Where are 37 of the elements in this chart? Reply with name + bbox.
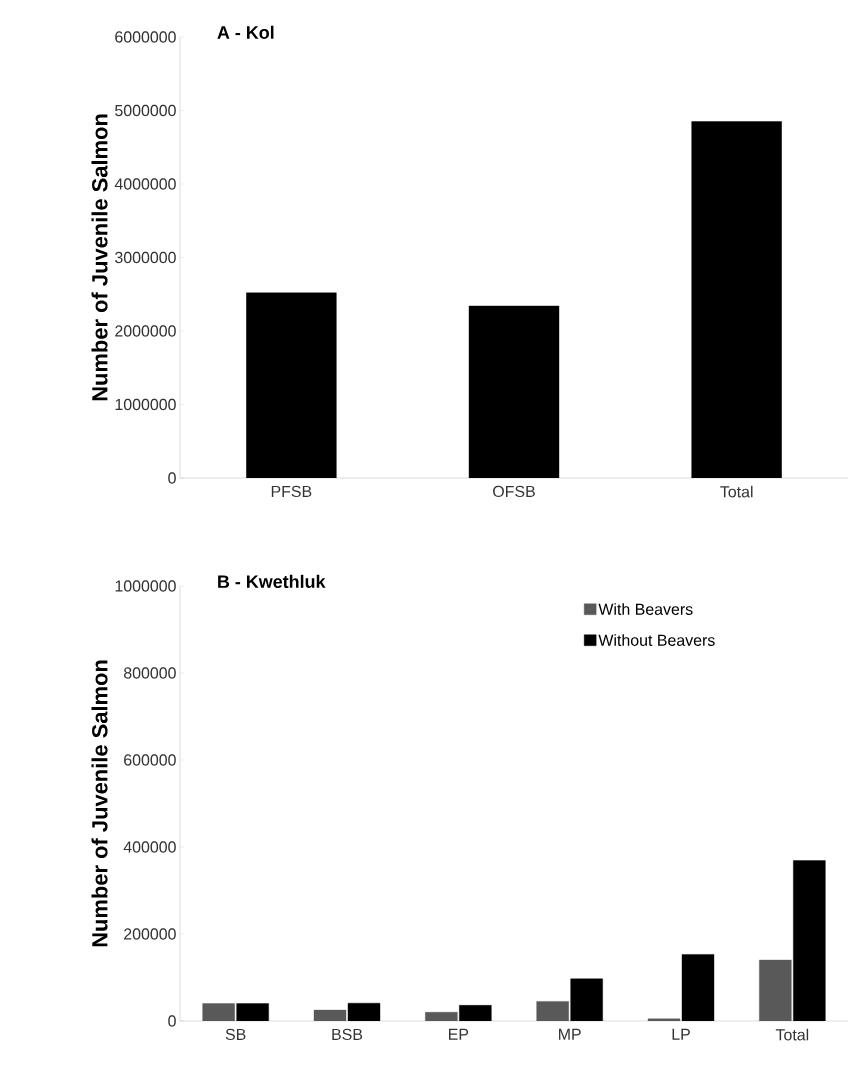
y-axis-title: Number of Juvenile Salmon	[91, 660, 108, 947]
x-tick-label: Total	[720, 485, 753, 498]
y-tick-label: 800000	[123, 667, 176, 679]
y-tick-label: 3000000	[115, 251, 176, 264]
x-tick-label: BSB	[332, 1028, 363, 1041]
y-tick-label: 0	[168, 472, 176, 484]
x-tick-label: MP	[559, 1028, 581, 1040]
bar	[691, 121, 782, 478]
y-tick-label: 5000000	[115, 104, 176, 117]
bar	[793, 860, 826, 1021]
bar	[681, 954, 715, 1021]
y-tick-label: 1000000	[115, 580, 176, 592]
y-tick-label: 0	[168, 1015, 176, 1027]
chart-title: A - Kol	[217, 25, 274, 39]
y-tick-label: 600000	[124, 754, 176, 766]
x-tick-label: EP	[449, 1028, 469, 1040]
x-tick-label: PFSB	[271, 485, 312, 498]
y-tick-label: 6000000	[115, 31, 176, 43]
x-tick-label: LP	[672, 1028, 690, 1040]
y-tick-label: 200000	[124, 928, 176, 940]
legend-label: Without Beavers	[598, 634, 715, 646]
bar	[459, 1005, 492, 1021]
y-tick-label: 2000000	[115, 325, 176, 337]
bar	[347, 1002, 381, 1021]
x-tick-label: SB	[225, 1028, 246, 1041]
chart-title: B - Kwethluk	[218, 574, 326, 588]
y-axis-title: Number of Juvenile Salmon	[91, 114, 108, 401]
bar	[246, 292, 337, 478]
bar	[236, 1003, 269, 1021]
bar	[468, 305, 560, 478]
y-tick-label: 400000	[123, 841, 176, 853]
y-tick-label: 4000000	[114, 178, 176, 190]
x-tick-label: OFSB	[493, 485, 535, 498]
x-tick-label: Total	[775, 1028, 809, 1041]
y-tick-label: 1000000	[115, 398, 176, 411]
bar	[570, 978, 603, 1021]
legend-label: With Beavers	[598, 603, 693, 615]
